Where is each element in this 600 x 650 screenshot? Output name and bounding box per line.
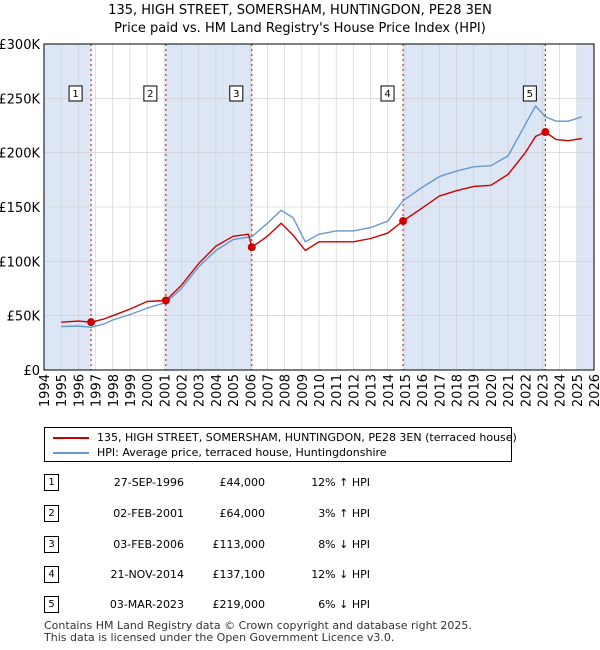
transaction-price: £44,000 [219, 476, 266, 489]
sale-label: 5 [527, 89, 533, 100]
x-tick-label: 2018 [451, 374, 466, 407]
price-chart: 1 2 3 4 5 £0 £50K £100K £150K £200K £250K £300K 19… [0, 38, 600, 407]
y-tick-label: £150K [0, 201, 40, 216]
footer-licence: This data is licensed under the Open Gov… [44, 631, 395, 644]
legend-label-hpi: HPI: Average price, terraced house, Hunt… [97, 446, 387, 459]
x-tick-label: 2000 [141, 374, 156, 407]
transaction-row: 1 27-SEP-1996 £44,000 12% ↑ HPI [0, 472, 600, 492]
transaction-row: 5 03-MAR-2023 £219,000 6% ↓ HPI [0, 594, 600, 614]
x-tick-label: 2017 [433, 374, 448, 407]
sale-point [87, 318, 96, 327]
transaction-hpi-diff: 6% ↓ HPI [318, 598, 370, 611]
x-tick-label: 2021 [502, 374, 517, 407]
transaction-date: 21-NOV-2014 [110, 568, 184, 581]
sale-point [541, 128, 550, 137]
legend-swatch-property [53, 437, 89, 439]
x-tick-label: 1997 [90, 374, 105, 407]
sale-label: 4 [384, 89, 390, 100]
legend-label-property: 135, HIGH STREET, SOMERSHAM, HUNTINGDON,… [97, 431, 517, 444]
y-tick-label: £300K [0, 38, 40, 53]
transaction-number: 3 [44, 536, 59, 553]
transaction-hpi-diff: 12% ↑ HPI [311, 476, 370, 489]
transaction-number: 4 [44, 566, 59, 583]
sale-label-box [522, 85, 537, 102]
x-tick-label: 2019 [468, 374, 483, 407]
transaction-hpi-diff: 12% ↓ HPI [311, 568, 370, 581]
x-tick-label: 2016 [416, 374, 431, 407]
sale-point [161, 296, 170, 305]
x-tick-label: 2006 [244, 374, 259, 407]
x-tick-label: 2005 [227, 374, 242, 407]
transaction-row: 4 21-NOV-2014 £137,100 12% ↓ HPI [0, 564, 600, 584]
sale-label: 3 [233, 89, 239, 100]
x-tick-label: 2003 [193, 374, 208, 407]
x-tick-label: 2008 [279, 374, 294, 407]
legend-item-hpi: HPI: Average price, terraced house, Hunt… [53, 446, 387, 460]
x-tick-label: 2012 [347, 374, 362, 407]
footer-copyright: Contains HM Land Registry data © Crown c… [44, 619, 472, 632]
x-tick-label: 2002 [176, 374, 191, 407]
x-tick-label: 2015 [399, 374, 414, 407]
transaction-date: 02-FEB-2001 [113, 507, 184, 520]
x-tick-label: 2023 [536, 374, 551, 407]
x-tick-label: 2020 [485, 374, 500, 407]
legend-swatch-hpi [53, 452, 89, 454]
sale-point [399, 217, 408, 226]
sale-label-box [380, 85, 395, 102]
transaction-price: £113,000 [212, 538, 266, 551]
y-tick-label: £50K [7, 310, 41, 325]
x-tick-label: 2010 [313, 374, 328, 407]
x-tick-label: 1995 [55, 374, 70, 407]
chart-subtitle: Price paid vs. HM Land Registry's House … [114, 21, 486, 36]
x-tick-label: 1999 [124, 374, 139, 407]
x-tick-label: 2025 [571, 374, 586, 407]
transaction-date: 03-MAR-2023 [109, 598, 184, 611]
sale-label-box [143, 85, 158, 102]
x-tick-label: 1996 [72, 374, 87, 407]
plot-frame [43, 43, 595, 371]
x-tick-label: 2014 [382, 374, 397, 407]
x-tick-label: 2024 [554, 374, 569, 407]
x-tick-label: 2001 [158, 374, 173, 407]
y-tick-label: £250K [0, 92, 40, 107]
transaction-date: 27-SEP-1996 [113, 476, 184, 489]
hpi-series-line [61, 105, 583, 328]
transaction-number: 5 [44, 596, 59, 613]
footer-notice: Contains HM Land Registry data © Crown c… [44, 620, 472, 644]
sale-label: 1 [72, 89, 78, 100]
x-tick-label: 2011 [330, 374, 345, 407]
legend-item-property: 135, HIGH STREET, SOMERSHAM, HUNTINGDON,… [53, 431, 517, 445]
transaction-date: 03-FEB-2006 [113, 538, 184, 551]
sale-label: 2 [147, 89, 153, 100]
property-series-line [61, 131, 583, 323]
x-tick-label: 2004 [210, 374, 225, 407]
x-tick-label: 1998 [107, 374, 122, 407]
chart-legend: 135, HIGH STREET, SOMERSHAM, HUNTINGDON,… [44, 427, 517, 462]
y-tick-label: £0 [23, 364, 40, 379]
transaction-row: 2 02-FEB-2001 £64,000 3% ↑ HPI [0, 503, 600, 523]
transaction-price: £64,000 [219, 507, 266, 520]
sale-label-box [229, 85, 244, 102]
transaction-row: 3 03-FEB-2006 £113,000 8% ↓ HPI [0, 534, 600, 554]
x-tick-label: 2026 [588, 374, 600, 407]
transaction-number: 1 [44, 474, 59, 491]
y-tick-label: £200K [0, 147, 40, 162]
x-tick-label: 2013 [365, 374, 380, 407]
transaction-price: £219,000 [212, 598, 266, 611]
x-tick-label: 1994 [38, 374, 53, 407]
transaction-hpi-diff: 8% ↓ HPI [318, 538, 370, 551]
x-tick-label: 2022 [519, 374, 534, 407]
x-tick-label: 2009 [296, 374, 311, 407]
x-tick-label: 2007 [261, 374, 276, 407]
sale-label-box [68, 85, 83, 102]
transaction-hpi-diff: 3% ↑ HPI [318, 507, 370, 520]
transaction-number: 2 [44, 505, 59, 522]
transaction-price: £137,100 [212, 568, 266, 581]
y-tick-label: £100K [0, 255, 40, 270]
chart-title: 135, HIGH STREET, SOMERSHAM, HUNTINGDON,… [108, 3, 492, 18]
sale-point [247, 243, 256, 252]
